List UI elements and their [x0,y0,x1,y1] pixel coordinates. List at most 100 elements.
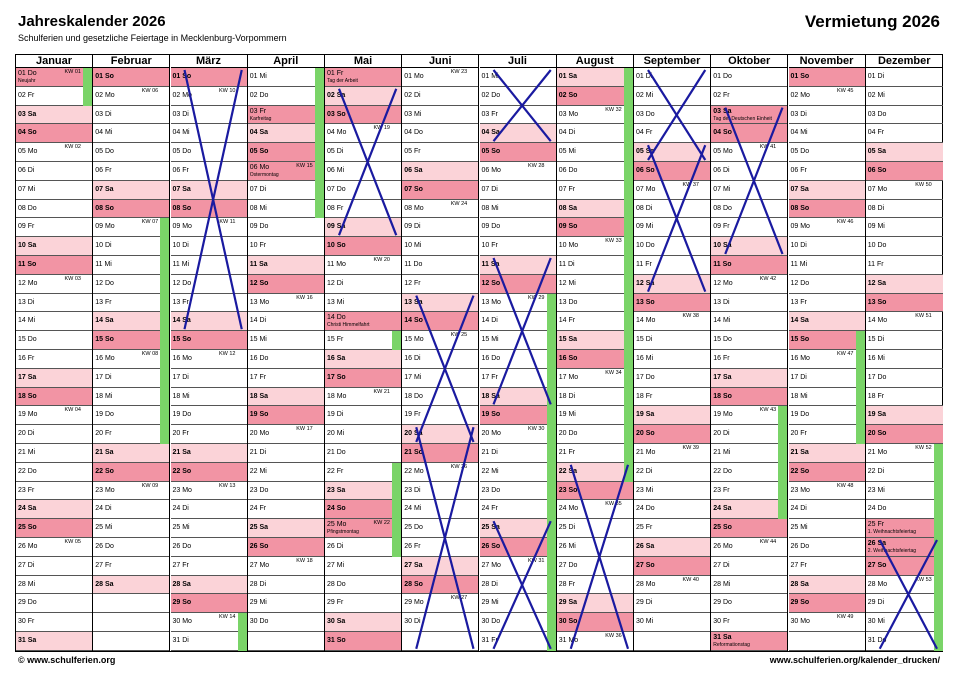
day-cell[interactable]: 19 Sa [865,406,943,426]
day-cell[interactable]: 19 Mo KW 04 [16,406,92,426]
day-cell[interactable]: 03 So [325,105,401,125]
day-cell[interactable]: 30 Mi [865,613,943,632]
day-cell[interactable]: 11 Mi [170,256,247,275]
day-cell[interactable]: 09 Sa [325,218,401,238]
day-cell[interactable]: 17 Sa [711,368,788,388]
day-cell[interactable]: 01 So [93,68,170,87]
day-cell[interactable]: 28 Di [247,576,324,595]
day-cell[interactable]: 22 Mi [479,463,556,482]
day-cell[interactable]: 14 Mo KW 51 [865,312,943,332]
day-cell[interactable]: 05 Fr [402,143,479,162]
day-cell[interactable]: 03 Fr Karfreitag [247,105,324,125]
day-cell[interactable]: 24 So [325,500,401,520]
day-cell[interactable]: 26 Fr [402,538,479,557]
day-cell[interactable]: 12 Fr [402,275,479,294]
day-cell[interactable]: 28 Sa [788,575,865,595]
day-cell[interactable]: 16 Fr [711,350,788,369]
day-cell[interactable]: 23 Sa [325,481,401,501]
day-cell[interactable]: 09 Do [479,218,556,238]
day-cell[interactable]: 10 Mi [402,237,479,256]
day-cell[interactable]: 24 Do [634,500,710,520]
day-cell[interactable]: 13 Fr [170,294,247,313]
day-cell[interactable]: 21 Di [479,444,556,463]
day-cell[interactable]: 20 So [634,425,710,444]
day-cell[interactable]: 24 Di [93,500,170,520]
day-cell[interactable]: 19 Mo KW 43 [711,406,788,426]
day-cell[interactable]: 10 Sa [711,237,788,256]
day-cell[interactable]: 23 Mo KW 13 [170,482,247,501]
day-cell[interactable]: 27 Fr [93,557,170,576]
day-cell[interactable]: 18 Fr [634,388,710,407]
day-cell[interactable]: 30 Do [479,613,556,632]
day-cell[interactable]: 29 So [788,594,865,614]
day-cell[interactable]: 19 Do [788,406,865,426]
day-cell[interactable]: 30 Sa [325,613,401,632]
day-cell[interactable]: 22 Mo KW 26 [402,463,479,482]
day-cell[interactable]: 31 Sa Reformationstag [711,631,788,651]
day-cell[interactable]: 13 Mo KW 16 [247,294,324,313]
day-cell[interactable]: 03 Do [634,106,710,125]
day-cell[interactable]: 12 Do [170,275,247,294]
day-cell[interactable]: 05 Sa [865,143,943,162]
day-cell[interactable]: 27 So [634,556,710,576]
day-cell[interactable]: 27 Mo KW 31 [479,557,556,576]
day-cell[interactable]: 30 So [556,613,633,632]
day-cell[interactable]: 09 So [556,218,633,238]
day-cell[interactable]: 30 Fr [16,613,92,632]
day-cell[interactable]: 15 Fr [325,331,401,350]
day-cell[interactable]: 18 Mo KW 21 [325,388,401,407]
day-cell[interactable]: 01 Do [711,68,788,87]
day-cell[interactable]: 18 Mi [93,388,170,407]
day-cell[interactable]: 13 Mo KW 29 [479,294,556,313]
day-cell[interactable]: 23 Mo KW 48 [788,482,865,501]
day-cell[interactable]: 02 Di [402,87,479,106]
day-cell[interactable]: 15 Do [16,331,92,350]
day-cell[interactable]: 20 Fr [93,425,170,444]
day-cell[interactable]: 21 Mi [16,444,92,463]
day-cell[interactable]: 23 So [556,481,633,501]
day-cell[interactable]: 04 Di [556,124,633,144]
day-cell[interactable]: 10 Fr [479,237,556,256]
day-cell[interactable]: 17 Mo KW 34 [556,369,633,388]
day-cell[interactable]: 15 So [93,331,170,350]
day-cell[interactable]: 08 Mo KW 24 [402,200,479,219]
day-cell[interactable]: 09 Mi [865,218,943,238]
day-cell[interactable]: 22 Mi [247,463,324,482]
day-cell[interactable]: 03 Di [93,106,170,125]
day-cell[interactable]: 11 Di [556,256,633,275]
day-cell[interactable]: 26 Do [170,538,247,557]
day-cell[interactable]: 03 Mi [402,106,479,125]
day-cell[interactable]: 09 Mo KW 07 [93,218,170,238]
day-cell[interactable]: 17 So [325,368,401,388]
day-cell[interactable]: 07 Sa [93,180,170,200]
day-cell[interactable]: 29 Fr [325,594,401,614]
day-cell[interactable]: 01 So [788,68,865,87]
day-cell[interactable]: 25 Mi [170,519,247,538]
day-cell[interactable]: 09 Mi [634,218,710,238]
day-cell[interactable]: 27 Di [711,557,788,576]
day-cell[interactable]: 03 Sa Tag der Deutschen Einheit [711,105,788,125]
day-cell[interactable]: 06 Di [711,162,788,181]
day-cell[interactable]: 25 Sa [479,519,556,538]
day-cell[interactable]: 05 Sa [634,143,710,162]
day-cell[interactable]: 05 So [479,143,556,162]
day-cell[interactable]: 25 Fr 1. Weihnachtsfeiertag [865,519,943,538]
day-cell[interactable]: 28 Di [479,576,556,595]
day-cell[interactable]: 05 Do [93,143,170,162]
day-cell[interactable]: 02 Sa [325,86,401,106]
day-cell[interactable]: 18 So [711,387,788,407]
day-cell[interactable]: 03 Fr [479,106,556,125]
day-cell[interactable]: 02 Do [247,87,324,106]
day-cell[interactable] [93,632,170,651]
day-cell[interactable]: 07 Mo KW 37 [634,181,710,200]
day-cell[interactable]: 21 Mi [711,444,788,463]
day-cell[interactable]: 16 Mi [865,350,943,369]
day-cell[interactable]: 25 Fr [634,519,710,538]
day-cell[interactable]: 21 Mo KW 52 [865,444,943,463]
day-cell[interactable]: 12 Mo KW 03 [16,275,92,294]
day-cell[interactable]: 18 Mi [788,388,865,407]
day-cell[interactable]: 21 Mo KW 39 [634,444,710,463]
day-cell[interactable]: 19 Fr [402,406,479,426]
day-cell[interactable]: 12 So [247,274,324,294]
day-cell[interactable]: 17 Di [170,369,247,388]
